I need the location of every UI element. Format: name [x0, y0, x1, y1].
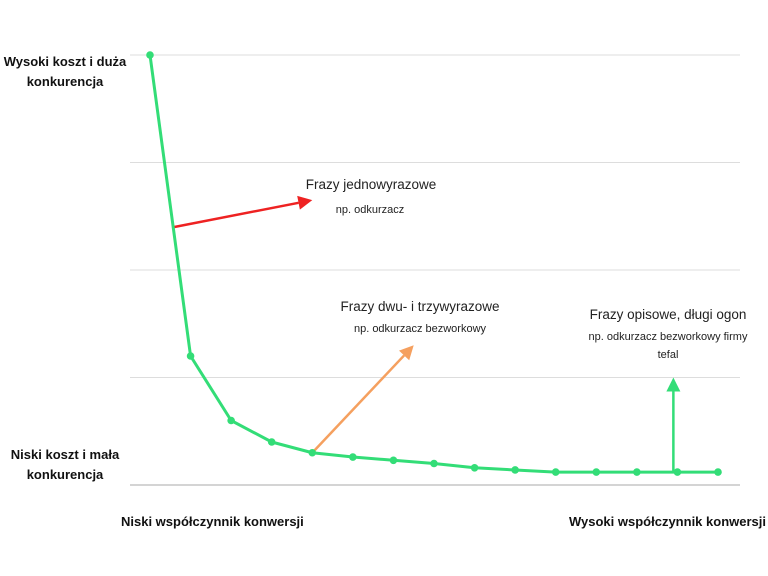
- series-points: [146, 51, 722, 476]
- data-point: [349, 453, 357, 461]
- data-point: [633, 468, 641, 476]
- annotation-2-subtitle: np. odkurzacz bezworkowy: [353, 323, 487, 335]
- data-point: [551, 468, 560, 476]
- data-point: [308, 448, 317, 457]
- annotation-3-title: Frazy opisowe, długi ogon: [589, 307, 747, 322]
- annotation-1-title: Frazy jednowyrazowe: [305, 177, 437, 192]
- annotation-1-arrow-shaft: [174, 201, 299, 229]
- data-point: [146, 51, 154, 59]
- data-point: [714, 468, 722, 476]
- annotation-2-title: Frazy dwu- i trzywyrazowe: [340, 299, 500, 314]
- grid: [130, 54, 740, 486]
- x-right-label: Wysoki współczynnik konwersji: [569, 514, 766, 529]
- annotation-1-subtitle: np. odkurzacz: [335, 204, 405, 216]
- y-top-label: Wysoki koszt i duża konkurencja: [3, 54, 127, 89]
- data-point: [470, 464, 479, 472]
- annotation-2-arrow-shaft: [311, 354, 406, 454]
- series-line: [148, 54, 718, 474]
- data-point: [592, 468, 601, 476]
- annotation-arrows: [174, 195, 681, 473]
- data-point: [430, 459, 438, 468]
- y-bottom-label: Niski koszt i mała konkurencja: [10, 447, 120, 482]
- annotation-3-subtitle: np. odkurzacz bezworkowy firmy tefal: [588, 331, 748, 361]
- series-line-path: [148, 54, 718, 474]
- data-point: [389, 456, 398, 465]
- data-point: [673, 468, 682, 476]
- annotation-3-arrow-head: [666, 377, 681, 392]
- data-point: [227, 416, 235, 425]
- data-point: [267, 438, 276, 446]
- data-point: [511, 466, 519, 474]
- annotation-2-arrow-head: [399, 345, 414, 361]
- x-left-label: Niski współczynnik konwersji: [121, 514, 304, 529]
- annotation-1-arrow-head: [297, 195, 313, 210]
- data-point: [186, 352, 195, 360]
